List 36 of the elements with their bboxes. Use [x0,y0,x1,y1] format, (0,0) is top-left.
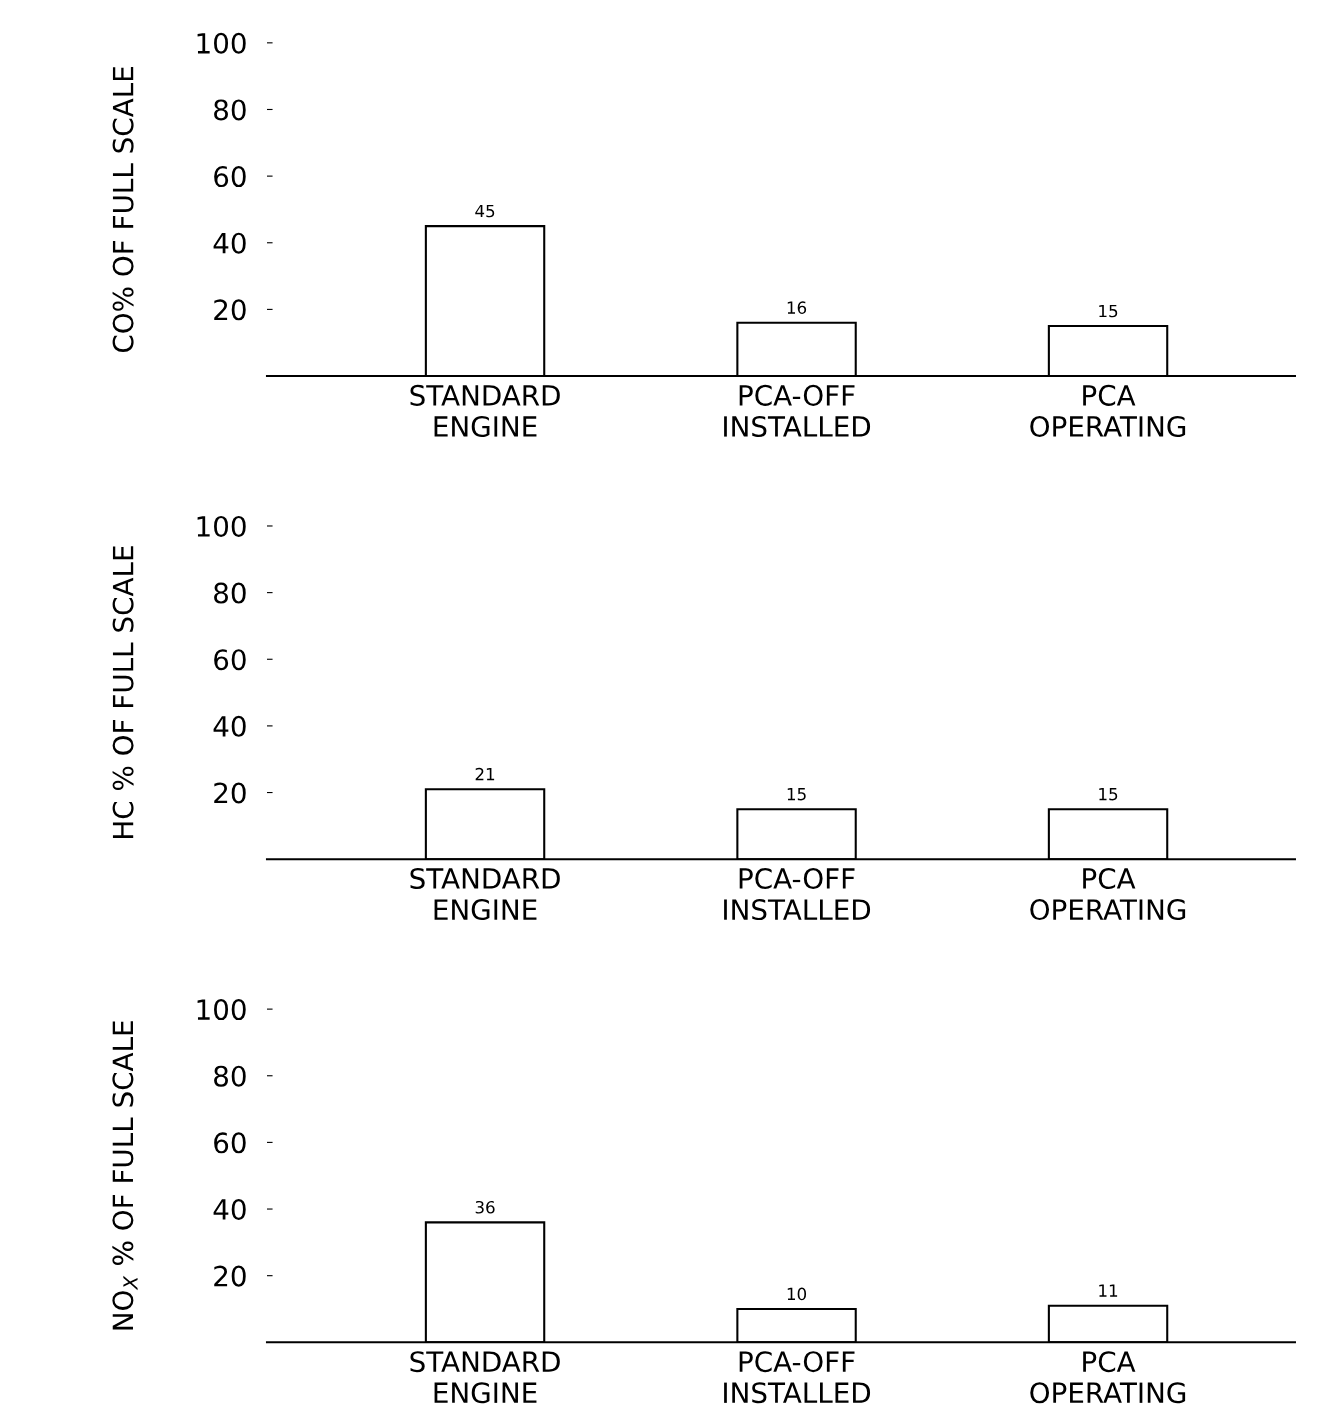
data-label: 11 [1099,1284,1118,1297]
y-axis-title: NO$_{X}$ % OF FULL SCALE [112,1021,138,1330]
data-label: 10 [787,1287,807,1301]
x-tick-label: PCA-OFF INSTALLED [724,868,871,921]
y-tick-label: 80 [214,99,246,121]
y-axis-title: CO% OF FULL SCALE [112,67,134,353]
x-tick-label: PCA OPERATING [1030,1351,1186,1404]
x-tick-label: STANDARD ENGINE [410,868,560,921]
x-tick-label: PCA OPERATING [1030,384,1186,437]
y-tick-label: 20 [214,1265,246,1287]
y-tick-label: 80 [214,1065,246,1087]
y-tick-label: 20 [214,299,246,321]
x-tick-label: PCA OPERATING [1030,868,1186,921]
data-label: 15 [1099,788,1118,801]
data-label: 15 [787,788,806,801]
x-tick-label: PCA-OFF INSTALLED [724,384,871,437]
x-tick-label: STANDARD ENGINE [410,1351,560,1404]
x-tick-label: PCA-OFF INSTALLED [724,1351,871,1404]
y-tick-label: 100 [197,999,246,1021]
y-tick-label: 60 [214,649,246,671]
y-tick-label: 100 [197,32,246,54]
y-tick-label: 40 [213,1198,246,1220]
data-label: 36 [475,1200,495,1214]
y-tick-label: 60 [214,1132,246,1154]
y-tick-label: 40 [213,715,246,737]
data-label: 45 [475,204,495,218]
data-label: 21 [475,767,495,781]
y-axis-title: HC % OF FULL SCALE [112,546,134,838]
data-label: 15 [1099,304,1118,318]
y-tick-label: 80 [214,582,246,604]
y-tick-label: 60 [214,166,246,188]
y-tick-label: 100 [197,515,246,537]
x-tick-label: STANDARD ENGINE [410,384,560,437]
y-tick-label: 20 [214,782,246,804]
y-tick-label: 40 [213,232,246,254]
data-label: 16 [787,301,807,314]
